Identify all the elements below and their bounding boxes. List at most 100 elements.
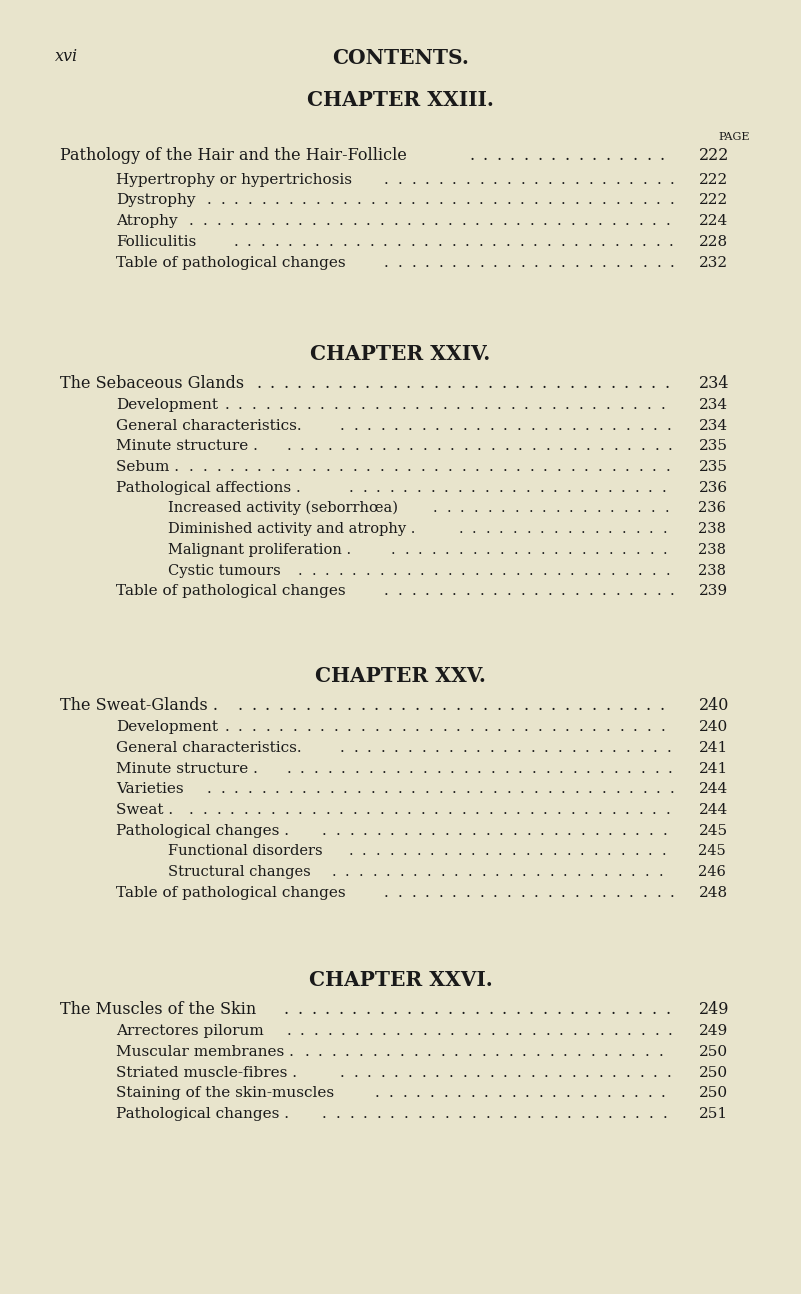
Text: .: . [435,418,440,432]
Text: .: . [660,148,665,164]
Text: .: . [360,397,365,411]
Text: .: . [513,823,517,837]
Text: .: . [499,823,504,837]
Text: .: . [300,761,305,775]
Text: .: . [324,563,329,577]
Text: .: . [476,1065,481,1079]
Text: .: . [553,823,558,837]
Text: .: . [570,563,574,577]
Text: .: . [343,193,348,207]
Text: .: . [349,823,354,837]
Text: .: . [569,501,574,515]
Text: .: . [485,1106,490,1121]
Text: .: . [345,1044,350,1058]
Text: .: . [530,1065,535,1079]
Text: .: . [533,782,538,796]
Text: .: . [468,1044,473,1058]
Text: .: . [596,501,601,515]
Text: .: . [536,1044,541,1058]
Text: Minute structure .: Minute structure . [116,761,258,775]
Text: .: . [365,375,370,392]
Text: .: . [336,1106,340,1121]
Text: .: . [275,193,280,207]
Text: .: . [646,697,651,714]
Text: .: . [520,193,525,207]
Text: .: . [465,255,470,269]
Text: .: . [292,719,297,734]
Text: .: . [499,521,504,536]
Text: .: . [541,542,545,556]
Text: .: . [588,584,593,598]
Text: .: . [348,844,353,858]
Text: .: . [533,234,537,248]
Text: .: . [465,885,470,899]
Text: .: . [520,885,525,899]
Text: .: . [631,864,635,879]
Text: .: . [619,397,624,411]
Text: .: . [506,885,511,899]
Text: .: . [318,1044,323,1058]
Text: .: . [460,501,465,515]
Text: .: . [434,459,439,474]
Text: .: . [530,740,535,754]
Text: .: . [458,823,463,837]
Text: .: . [633,148,638,164]
Text: .: . [501,563,506,577]
Text: .: . [430,844,435,858]
Text: .: . [545,1024,550,1038]
Text: .: . [411,782,416,796]
Text: .: . [547,885,552,899]
Text: .: . [445,542,449,556]
Text: .: . [288,193,293,207]
Text: .: . [615,885,620,899]
Text: .: . [319,697,324,714]
Text: .: . [654,439,659,453]
Text: .: . [461,375,465,392]
Text: .: . [292,697,297,714]
Text: .: . [302,193,307,207]
Text: .: . [665,563,670,577]
Text: .: . [606,148,610,164]
Text: .: . [662,844,666,858]
Text: .: . [522,1044,527,1058]
Text: .: . [503,418,508,432]
Text: .: . [264,697,270,714]
Text: .: . [625,802,630,817]
Text: .: . [465,172,470,186]
Text: .: . [641,761,646,775]
Text: .: . [541,501,546,515]
Text: .: . [573,439,578,453]
Text: 238: 238 [698,542,727,556]
Text: .: . [365,563,370,577]
Text: .: . [646,148,651,164]
Text: .: . [493,255,497,269]
Text: .: . [524,148,529,164]
Text: .: . [543,802,548,817]
Text: .: . [462,740,467,754]
Text: .: . [336,823,340,837]
Text: .: . [628,234,633,248]
Text: .: . [345,864,349,879]
Text: .: . [461,563,465,577]
Text: .: . [578,719,583,734]
Text: .: . [464,1024,469,1038]
Text: .: . [450,761,455,775]
Text: .: . [410,234,415,248]
Text: .: . [238,719,243,734]
Text: .: . [493,885,497,899]
Text: .: . [207,193,211,207]
Text: .: . [588,255,593,269]
Text: .: . [477,439,482,453]
Text: .: . [417,480,421,494]
Text: .: . [320,719,324,734]
Text: .: . [592,719,597,734]
Text: .: . [619,148,624,164]
Text: .: . [449,740,453,754]
Text: .: . [271,459,276,474]
Text: .: . [571,740,576,754]
Text: .: . [332,697,338,714]
Text: .: . [489,802,493,817]
Text: .: . [587,234,592,248]
Text: .: . [631,1044,636,1058]
Text: .: . [446,501,451,515]
